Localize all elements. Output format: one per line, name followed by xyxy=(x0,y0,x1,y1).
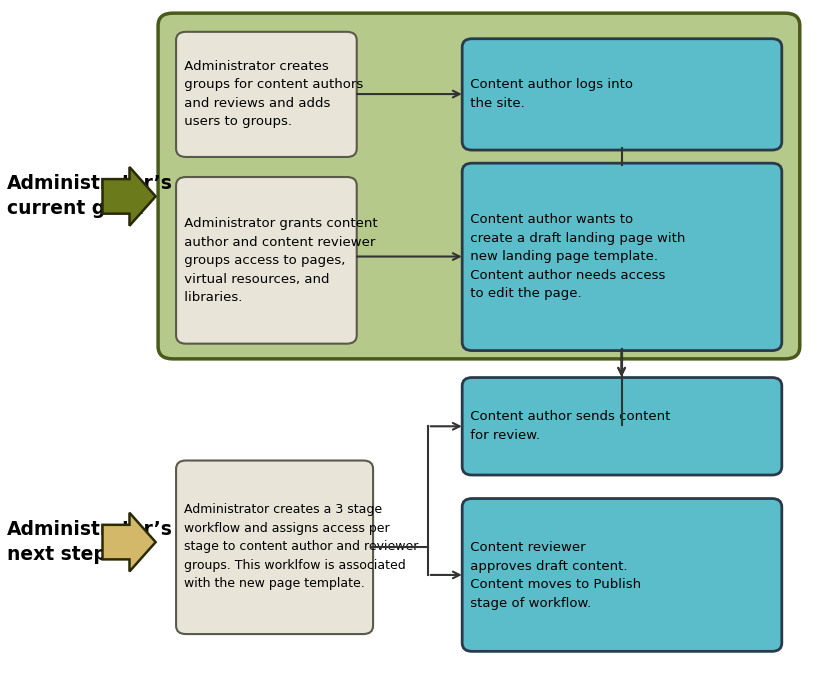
FancyArrow shape xyxy=(103,167,156,226)
FancyBboxPatch shape xyxy=(176,177,356,344)
Text: Administrator’s
next steps:: Administrator’s next steps: xyxy=(7,520,173,564)
FancyBboxPatch shape xyxy=(463,163,782,351)
FancyBboxPatch shape xyxy=(176,461,373,634)
FancyArrow shape xyxy=(103,513,156,572)
FancyBboxPatch shape xyxy=(463,39,782,150)
Text: Administrator creates a 3 stage
 workflow and assigns access per
 stage to conte: Administrator creates a 3 stage workflow… xyxy=(180,503,419,590)
Text: Administrator’s
current goal:: Administrator’s current goal: xyxy=(7,174,173,218)
FancyBboxPatch shape xyxy=(463,378,782,475)
Text: Content author wants to
 create a draft landing page with
 new landing page temp: Content author wants to create a draft l… xyxy=(467,213,686,300)
FancyBboxPatch shape xyxy=(176,32,356,157)
Text: Content author sends content
 for review.: Content author sends content for review. xyxy=(467,411,671,442)
Text: Administrator grants content
 author and content reviewer
 groups access to page: Administrator grants content author and … xyxy=(180,217,378,304)
Text: Content author logs into
 the site.: Content author logs into the site. xyxy=(467,78,633,110)
Text: Administrator creates
 groups for content authors
 and reviews and adds
 users t: Administrator creates groups for content… xyxy=(180,60,364,128)
FancyBboxPatch shape xyxy=(158,13,800,359)
Text: Content reviewer
 approves draft content.
 Content moves to Publish
 stage of wo: Content reviewer approves draft content.… xyxy=(467,541,641,610)
FancyBboxPatch shape xyxy=(463,498,782,652)
